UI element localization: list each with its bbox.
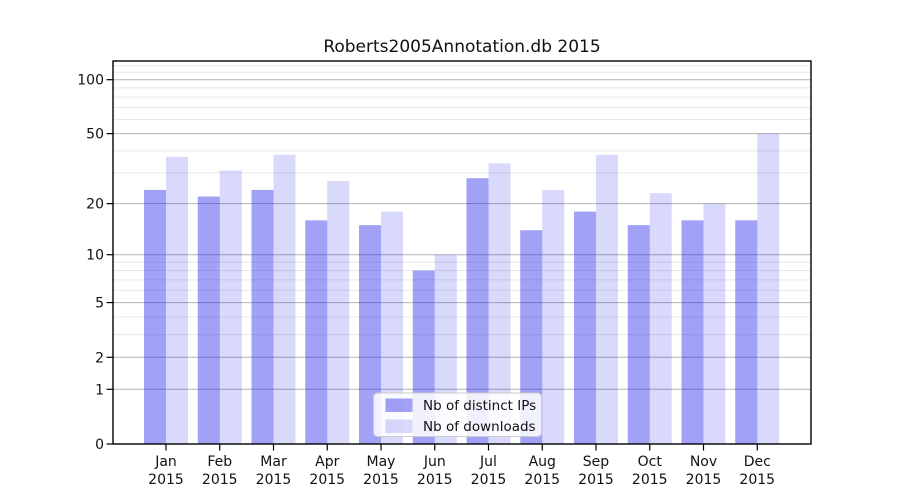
y-tick-label: 20 <box>86 197 104 213</box>
bar <box>520 230 543 444</box>
bar <box>596 154 618 444</box>
bar <box>681 220 704 444</box>
bar <box>273 154 296 444</box>
y-tick-label: 100 <box>77 73 104 89</box>
bar <box>251 189 274 444</box>
x-tick-label-year: 2015 <box>686 472 722 488</box>
bar <box>466 178 489 444</box>
x-tick-label-month: Jan <box>154 454 177 470</box>
bar <box>381 211 403 444</box>
chart-title: Roberts2005Annotation.db 2015 <box>323 37 600 57</box>
x-tick-label-year: 2015 <box>363 472 399 488</box>
x-tick-label-year: 2015 <box>417 472 453 488</box>
bar <box>166 156 188 444</box>
x-tick-label-year: 2015 <box>202 472 238 488</box>
x-tick-label-month: Mar <box>260 454 287 470</box>
x-tick-label-year: 2015 <box>578 472 614 488</box>
legend: Nb of distinct IPs Nb of downloads <box>373 392 542 437</box>
x-tick-label-year: 2015 <box>632 472 668 488</box>
bar <box>327 180 350 445</box>
x-tick-label-month: Sep <box>583 454 610 470</box>
legend-label: Nb of distinct IPs <box>423 398 536 414</box>
y-tick-label: 2 <box>95 350 104 366</box>
bar <box>197 196 220 444</box>
x-tick-label-year: 2015 <box>309 472 345 488</box>
x-tick-label-month: Apr <box>315 454 339 470</box>
x-tick-label-month: Feb <box>207 454 232 470</box>
bar <box>627 225 650 444</box>
x-tick-label-year: 2015 <box>739 472 775 488</box>
x-tick-label-month: Jun <box>423 454 446 470</box>
bar <box>359 225 381 444</box>
y-tick-label: 0 <box>95 437 104 453</box>
bar <box>735 220 758 444</box>
x-tick-label-month: Nov <box>690 454 717 470</box>
y-tick-label: 5 <box>95 296 104 312</box>
bar <box>703 203 726 444</box>
bar <box>305 220 328 444</box>
legend-label: Nb of downloads <box>423 419 536 435</box>
y-tick-label: 10 <box>86 248 104 264</box>
legend-swatch <box>385 398 413 412</box>
y-tick-label: 1 <box>95 382 104 398</box>
x-tick-label-month: May <box>367 454 396 470</box>
x-tick-label-month: Jul <box>479 454 497 470</box>
bar <box>144 189 166 444</box>
bar <box>488 163 511 444</box>
legend-swatch <box>385 419 413 433</box>
x-tick-label-year: 2015 <box>524 472 560 488</box>
x-tick-label-year: 2015 <box>256 472 292 488</box>
bar <box>542 189 565 444</box>
y-tick-label: 50 <box>86 127 104 143</box>
x-tick-label-year: 2015 <box>148 472 184 488</box>
bar <box>649 193 672 444</box>
x-tick-label-month: Oct <box>638 454 663 470</box>
bar <box>757 133 780 444</box>
x-tick-label-month: Aug <box>529 454 556 470</box>
plot-border <box>112 60 812 445</box>
bar <box>574 211 596 444</box>
x-tick-label-year: 2015 <box>471 472 507 488</box>
x-tick-label-month: Dec <box>744 454 771 470</box>
bar <box>219 170 242 444</box>
legend-box <box>373 392 542 437</box>
